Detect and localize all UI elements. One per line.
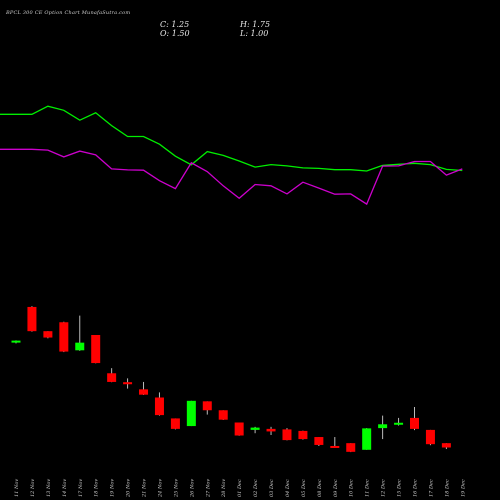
x-tick-label: 18 Dec <box>444 479 450 497</box>
candle-body <box>154 397 164 416</box>
x-tick-label: 21 Nov <box>142 479 148 498</box>
candle-body <box>282 429 292 441</box>
x-tick-label: 10 Dec <box>349 479 355 497</box>
x-tick-label: 01 Dec <box>237 479 243 497</box>
x-tick-label: 20 Nov <box>126 479 132 498</box>
x-tick-label: 13 Nov <box>46 479 52 497</box>
candle-body <box>91 335 101 364</box>
x-tick-label: 04 Dec <box>285 479 291 497</box>
high-value: H: 1.75 <box>240 20 271 29</box>
low-value: L: 1.00 <box>240 29 269 38</box>
x-tick-label: 12 Dec <box>381 479 387 497</box>
candle-body <box>394 422 404 425</box>
x-tick-label: 11 Nov <box>14 479 20 497</box>
x-tick-label: 28 Nov <box>221 479 227 498</box>
x-tick-label: 25 Nov <box>173 479 179 498</box>
x-tick-label: 17 Dec <box>428 479 434 497</box>
x-tick-label: 14 Nov <box>62 479 68 497</box>
x-tick-label: 26 Nov <box>189 479 195 498</box>
candle-body <box>234 422 244 436</box>
candle-body <box>139 389 149 395</box>
candle-body <box>410 417 419 429</box>
x-tick-label: 12 Nov <box>30 479 36 497</box>
candle-body <box>186 400 196 427</box>
x-tick-label: 11 Dec <box>365 479 371 497</box>
candle-body <box>378 424 388 429</box>
candle-body <box>170 418 180 429</box>
candle-body <box>314 437 324 445</box>
candle-body <box>346 443 356 452</box>
candle-body <box>298 430 308 440</box>
candle-body <box>27 306 37 332</box>
candle-body <box>441 443 451 448</box>
candle-body <box>218 410 228 420</box>
candle-body <box>123 382 133 385</box>
candle-body <box>43 331 53 338</box>
chart-title: BPCL 300 CE Option Chart MunafaSutra.com <box>6 10 131 16</box>
x-tick-label: 18 Nov <box>94 479 100 497</box>
candle-body <box>250 427 260 430</box>
x-tick-label: 03 Dec <box>269 479 275 497</box>
x-tick-label: 24 Nov <box>157 479 163 498</box>
candle-body <box>107 373 117 382</box>
candle-body <box>425 429 435 445</box>
x-tick-label: 27 Nov <box>205 479 211 498</box>
x-tick-label: 08 Dec <box>317 479 323 497</box>
candle-body <box>202 401 212 411</box>
candle-body <box>11 340 21 343</box>
x-tick-label: 02 Dec <box>253 479 259 497</box>
candle-body <box>59 322 69 352</box>
candle-body <box>330 445 340 448</box>
candle-body <box>266 428 276 432</box>
upper-line-series <box>0 105 463 172</box>
x-tick-label: 15 Dec <box>397 479 403 497</box>
x-tick-label: 19 Dec <box>460 479 466 497</box>
open-value: O: 1.50 <box>160 29 190 38</box>
x-tick-label: 19 Nov <box>110 479 116 497</box>
candle-body <box>75 342 85 351</box>
x-tick-label: 05 Dec <box>301 479 307 497</box>
close-value: C: 1.25 <box>160 20 190 29</box>
candle-body <box>362 428 372 450</box>
x-tick-label: 09 Dec <box>333 479 339 497</box>
x-tick-label: 16 Dec <box>413 479 419 497</box>
lower-line-series <box>0 148 463 206</box>
x-tick-label: 17 Nov <box>78 479 84 497</box>
